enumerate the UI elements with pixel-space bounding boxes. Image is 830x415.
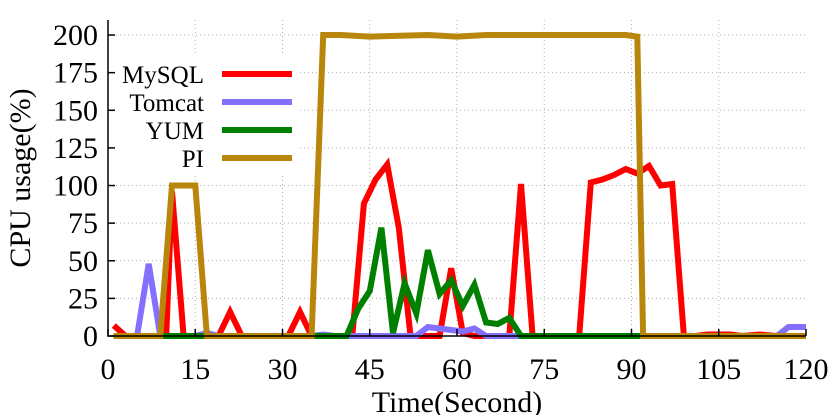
x-tick-label: 75 xyxy=(529,353,559,386)
x-tick-label: 105 xyxy=(696,353,741,386)
x-tick-label: 15 xyxy=(180,353,210,386)
y-tick-label: 75 xyxy=(68,207,98,240)
x-tick-label: 120 xyxy=(784,353,829,386)
x-tick-label: 60 xyxy=(442,353,472,386)
y-tick-label: 25 xyxy=(68,282,98,315)
x-tick-label: 90 xyxy=(617,353,647,386)
x-tick-label: 45 xyxy=(355,353,385,386)
x-tick-label: 30 xyxy=(268,353,298,386)
x-axis-label: Time(Second) xyxy=(372,386,543,415)
series-line-pi xyxy=(113,31,806,339)
legend-label-mysql: MySQL xyxy=(122,62,204,89)
y-axis-ticks: 0 25 50 75 100 125 150 175 200 xyxy=(53,19,115,353)
y-tick-label: 200 xyxy=(53,19,98,52)
x-tick-label: 0 xyxy=(101,353,116,386)
legend-label-pi: PI xyxy=(182,146,204,173)
y-tick-label: 50 xyxy=(68,245,98,278)
legend-label-yum: YUM xyxy=(146,118,204,145)
y-tick-label: 125 xyxy=(53,132,98,165)
x-axis-ticks: 0 15 30 45 60 75 90 105 120 xyxy=(101,329,829,386)
series-line-mysql xyxy=(111,157,806,340)
series-line-yum xyxy=(113,227,806,339)
y-tick-label: 175 xyxy=(53,57,98,90)
y-tick-label: 100 xyxy=(53,170,98,203)
y-tick-label: 0 xyxy=(83,320,98,353)
y-tick-label: 150 xyxy=(53,94,98,127)
legend-label-tomcat: Tomcat xyxy=(129,90,204,117)
y-axis-label: CPU usage(%) xyxy=(4,88,37,267)
